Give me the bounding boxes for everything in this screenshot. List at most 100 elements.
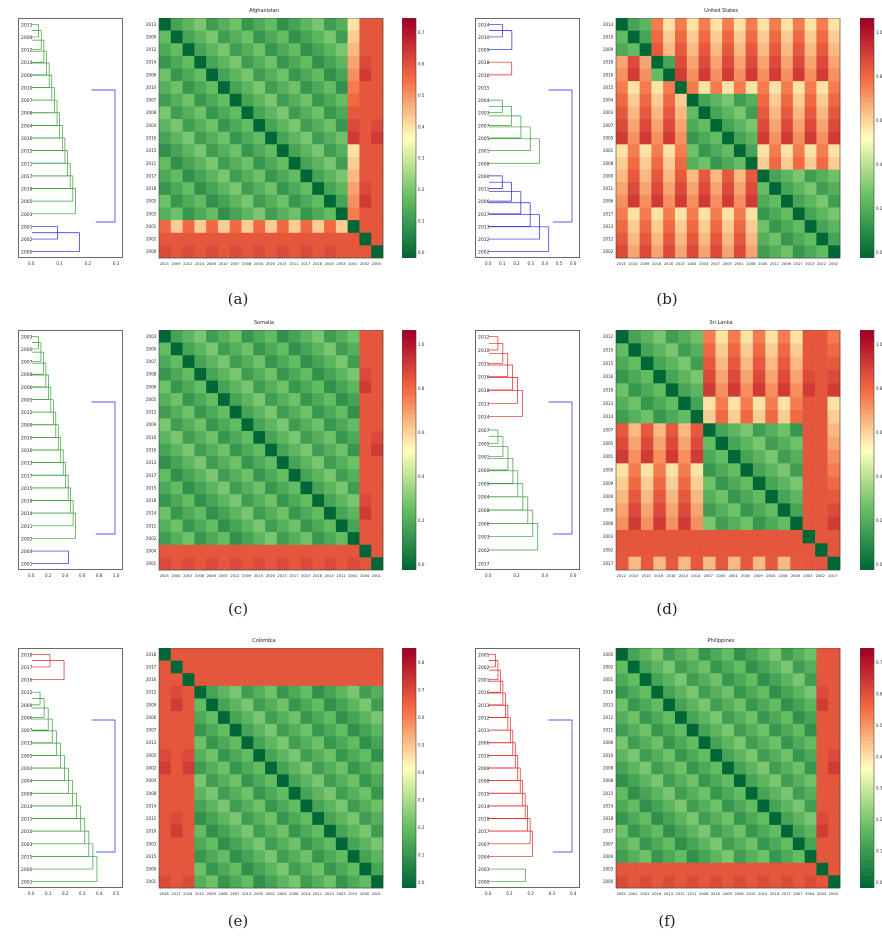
heatmap-cell xyxy=(639,43,652,57)
dendrogram-branch xyxy=(489,523,539,551)
heatmap-cell xyxy=(828,232,841,246)
heatmap-cell xyxy=(827,410,841,424)
heatmap-cell xyxy=(159,506,172,520)
heatmap-cell xyxy=(663,93,676,107)
colorbar-segment xyxy=(402,126,416,131)
heatmap-cell xyxy=(781,93,794,107)
colorbar-segment xyxy=(402,700,416,705)
colorbar-segment xyxy=(402,334,416,339)
heatmap-cell xyxy=(616,736,629,750)
colorbar-segment xyxy=(402,330,416,335)
heatmap-cell xyxy=(828,119,841,132)
heatmap-cell xyxy=(827,396,841,411)
heatmap-cell xyxy=(206,131,219,145)
heatmap-cell xyxy=(698,824,711,838)
heatmap-cell xyxy=(828,685,841,699)
heatmap-cell xyxy=(159,875,172,889)
heatmap-cell xyxy=(159,749,172,762)
heatmap-cell xyxy=(781,68,794,82)
heatmap-col-label: 2003 xyxy=(803,574,812,578)
heatmap-cell xyxy=(324,68,337,82)
heatmap-cell xyxy=(324,18,337,31)
heatmap-col-label: 2008 xyxy=(746,262,756,266)
heatmap-cell xyxy=(229,519,242,533)
heatmap-cell xyxy=(206,648,219,661)
colorbar-segment xyxy=(860,438,874,443)
heatmap-cell xyxy=(722,685,735,699)
heatmap-cell xyxy=(728,543,741,557)
heatmap-col-label: 2017 xyxy=(828,574,837,578)
colorbar-segment xyxy=(860,374,874,379)
heatmap-row-label: 2012 xyxy=(146,410,157,415)
dendrogram-branch xyxy=(32,856,98,883)
heatmap-cell xyxy=(616,463,629,477)
heatmap-cell xyxy=(769,232,782,246)
colorbar-segment xyxy=(402,462,416,467)
heatmap-cell xyxy=(288,144,301,158)
heatmap-cell xyxy=(276,55,289,69)
heatmap-cell xyxy=(359,685,372,699)
heatmap-cell xyxy=(690,503,704,517)
heatmap-cell xyxy=(828,799,841,813)
dendrogram-leaf-label: 2013 xyxy=(478,703,490,709)
heatmap-cell xyxy=(217,850,231,864)
heatmap-cell xyxy=(745,131,758,145)
heatmap-cell xyxy=(674,685,688,699)
heatmap-cell xyxy=(769,812,782,826)
colorbar-segment xyxy=(402,66,416,71)
colorbar-segment xyxy=(402,566,416,570)
heatmap-cell xyxy=(182,431,195,444)
heatmap-cell xyxy=(253,736,266,750)
heatmap-cell xyxy=(359,355,372,369)
dendrogram-tick-label: 0.0 xyxy=(28,573,35,578)
heatmap-cell xyxy=(752,330,766,344)
heatmap-cell xyxy=(816,182,829,196)
heatmap-cell xyxy=(347,380,360,394)
heatmap-cell xyxy=(765,450,779,464)
dendrogram-leaf-label: 2006 xyxy=(478,521,490,527)
heatmap-cell xyxy=(170,393,183,407)
heatmap-cell xyxy=(335,106,348,120)
heatmap-cell xyxy=(159,131,172,145)
heatmap-col-label: 2002 xyxy=(348,574,357,578)
heatmap-cell xyxy=(347,786,360,800)
heatmap-cell xyxy=(627,850,640,864)
heatmap-cell xyxy=(276,169,289,183)
heatmap-cell xyxy=(674,850,688,864)
heatmap-cell xyxy=(686,786,699,800)
heatmap-cell xyxy=(769,685,782,699)
heatmap-cell xyxy=(639,156,652,170)
heatmap-cell xyxy=(802,476,816,491)
heatmap-cell xyxy=(802,370,816,384)
heatmap-cell xyxy=(651,799,664,813)
heatmap-cell xyxy=(229,506,242,520)
heatmap-cell xyxy=(312,68,325,82)
heatmap-cell xyxy=(828,824,841,838)
heatmap-col-label: 2000 xyxy=(758,262,768,266)
heatmap-cell xyxy=(194,106,207,120)
heatmap-cell xyxy=(816,824,829,838)
heatmap-cell xyxy=(206,875,219,889)
heatmap-cell xyxy=(616,410,629,424)
colorbar-segment xyxy=(402,422,416,427)
heatmap-cell xyxy=(347,544,360,558)
heatmap-cell xyxy=(790,356,803,371)
heatmap-cell xyxy=(678,516,691,531)
heatmap-cell xyxy=(678,476,691,491)
heatmap-cell xyxy=(300,245,313,259)
heatmap-cell xyxy=(653,463,667,477)
heatmap-cell xyxy=(312,245,325,259)
dendrogram-leaf-label: 2009 xyxy=(478,48,490,54)
heatmap-cell xyxy=(194,532,207,546)
colorbar-segment xyxy=(402,402,416,407)
colorbar-segment xyxy=(402,676,416,681)
heatmap-row-label: 2010 xyxy=(146,85,157,90)
colorbar-segment xyxy=(860,454,874,459)
heatmap-cell xyxy=(217,393,231,407)
heatmap-cell xyxy=(703,330,716,344)
colorbar-segment xyxy=(402,414,416,419)
heatmap-cell xyxy=(815,476,828,491)
heatmap-cell xyxy=(698,55,711,69)
heatmap-cell xyxy=(335,367,348,381)
colorbar-segment xyxy=(402,740,416,745)
